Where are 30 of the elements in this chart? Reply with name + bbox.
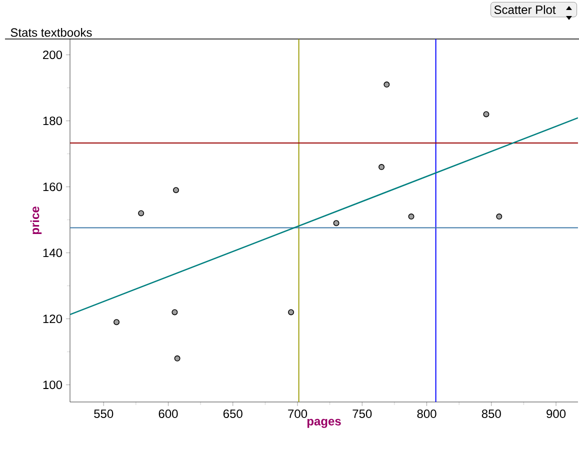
x-tick-label: 750 (352, 410, 372, 418)
y-axis-title: price (30, 206, 42, 234)
point (172, 187, 179, 194)
point (114, 319, 120, 326)
point (288, 309, 294, 316)
x-tick-label: 900 (546, 410, 566, 418)
y-tick-label: 140 (43, 248, 62, 258)
y-tick-label: 180 (43, 116, 62, 126)
x-tick-label: 700 (288, 410, 308, 418)
point (384, 82, 390, 88)
chart-title: Stats textbooks (10, 28, 92, 37)
x-tick-label: 850 (482, 410, 501, 418)
point (333, 220, 340, 226)
point (172, 309, 178, 316)
point (496, 214, 502, 220)
point (408, 214, 414, 220)
y-tick-label: 100 (43, 380, 62, 390)
x-tick-label: 600 (158, 410, 178, 418)
point (174, 355, 180, 362)
x-tick-label: 550 (94, 410, 114, 418)
x-tick-label: 650 (223, 410, 242, 418)
point (138, 210, 144, 216)
y-tick-label: 120 (43, 314, 62, 324)
y-tick-label: 160 (43, 182, 62, 192)
x-tick-label: 800 (417, 410, 436, 418)
text: Scatter Plot (494, 5, 556, 14)
y-tick-label: 200 (43, 50, 62, 60)
x-axis-title: pages (307, 418, 341, 428)
point (483, 111, 490, 118)
point (378, 164, 385, 170)
